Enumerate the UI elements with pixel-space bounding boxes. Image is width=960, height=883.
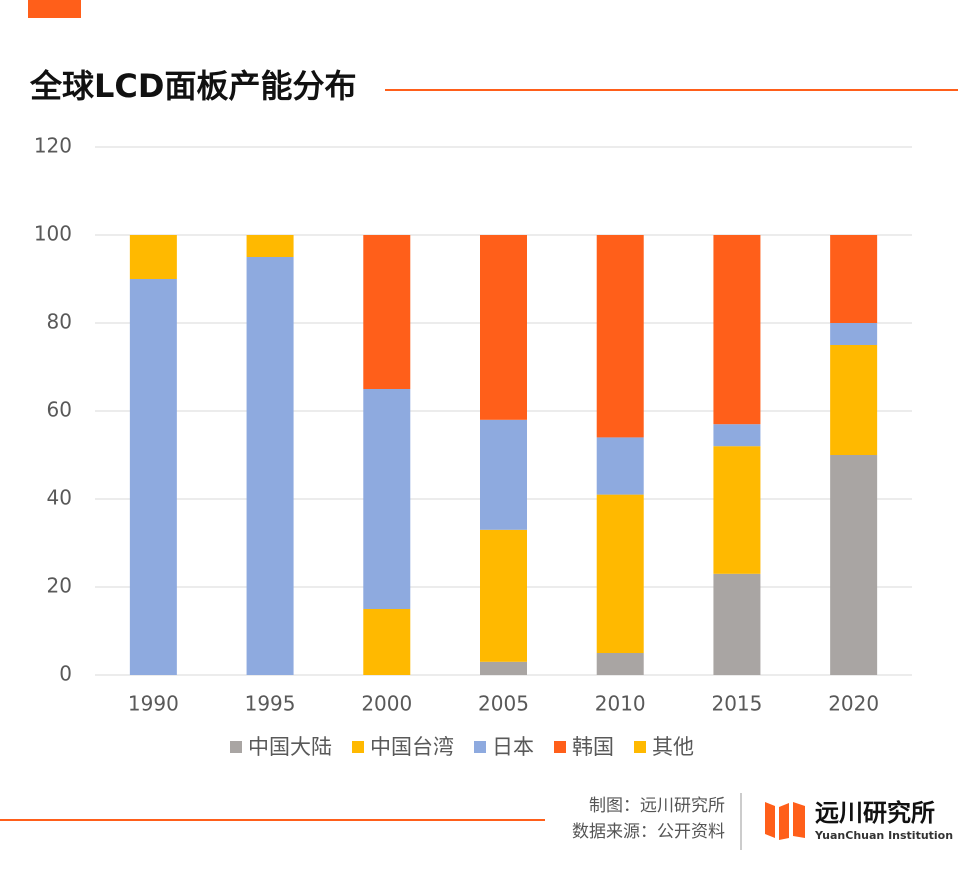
legend-swatch — [474, 741, 486, 753]
bar-segment — [830, 345, 878, 455]
legend-swatch — [554, 741, 566, 753]
bar-segment — [363, 235, 411, 389]
logo-icon — [765, 802, 805, 840]
bar-segment — [480, 529, 527, 662]
logo-bar — [793, 802, 805, 838]
accent-block — [28, 0, 81, 18]
bar-segment — [596, 437, 644, 495]
logo-name: 远川研究所 — [815, 799, 935, 827]
y-tick-label: 60 — [47, 398, 72, 422]
legend: 中国大陆 中国台湾 日本 韩国 其他 — [230, 735, 694, 759]
bar-segment — [713, 446, 761, 574]
x-tick-label: 1990 — [128, 692, 179, 716]
bar-segment — [830, 455, 878, 675]
bar-segment — [246, 235, 294, 257]
bar-segment — [713, 235, 761, 425]
legend-swatch — [634, 741, 646, 753]
bar-segment — [830, 323, 878, 345]
bar-segment — [363, 389, 411, 609]
chart-title: 全球LCD面板产能分布 — [29, 67, 356, 105]
x-tick-label: 2015 — [711, 692, 762, 716]
bar-segment — [596, 494, 644, 653]
legend-label: 日本 — [492, 735, 534, 759]
legend-label: 中国大陆 — [248, 735, 332, 759]
bar-segment — [713, 424, 761, 447]
y-tick-label: 80 — [47, 310, 72, 334]
logo-bar — [779, 803, 789, 840]
bar-segment — [480, 235, 527, 420]
y-tick-label: 120 — [34, 134, 72, 158]
x-tick-label: 2000 — [361, 692, 412, 716]
x-tick-label: 2010 — [595, 692, 646, 716]
bar-segment — [596, 235, 644, 438]
bar-segment — [363, 609, 411, 675]
source: 数据来源：公开资料 — [572, 822, 725, 842]
plot: 0 20 40 60 80 100 120 1990 1995 2000 2005 2010 2015 2… — [34, 134, 912, 716]
bar-segment — [713, 573, 761, 675]
bar-segment — [596, 653, 644, 675]
y-tick-label: 20 — [47, 574, 72, 598]
bar-segment — [129, 235, 177, 279]
credit: 制图：远川研究所 — [589, 796, 725, 816]
legend-swatch — [352, 741, 364, 753]
bar-segment — [830, 235, 878, 323]
logo-bar — [765, 802, 775, 838]
legend-label: 其他 — [652, 735, 694, 759]
legend-label: 韩国 — [572, 735, 614, 759]
bar-segment — [129, 279, 177, 675]
bar-segment — [480, 419, 527, 530]
logo-subtitle: YuanChuan Institution — [814, 829, 953, 842]
x-tick-label: 2005 — [478, 692, 529, 716]
x-tick-label: 2020 — [828, 692, 879, 716]
legend-label: 中国台湾 — [370, 735, 454, 759]
bar-segment — [480, 661, 527, 675]
legend-swatch — [230, 741, 242, 753]
x-tick-label: 1995 — [245, 692, 296, 716]
y-tick-label: 100 — [34, 222, 72, 246]
bar-segment — [246, 257, 294, 675]
y-tick-label: 0 — [59, 662, 72, 686]
y-tick-label: 40 — [47, 486, 72, 510]
